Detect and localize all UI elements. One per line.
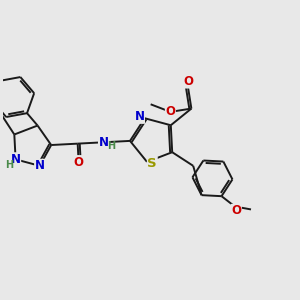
Text: O: O [183,75,193,88]
Text: H: H [5,160,13,170]
Text: H: H [107,141,115,151]
Text: N: N [11,153,21,166]
Text: O: O [74,156,84,169]
Text: N: N [134,110,144,123]
Text: O: O [165,105,176,119]
Text: S: S [148,157,157,170]
Text: O: O [231,204,241,218]
Text: N: N [98,136,109,149]
Text: N: N [35,159,45,172]
